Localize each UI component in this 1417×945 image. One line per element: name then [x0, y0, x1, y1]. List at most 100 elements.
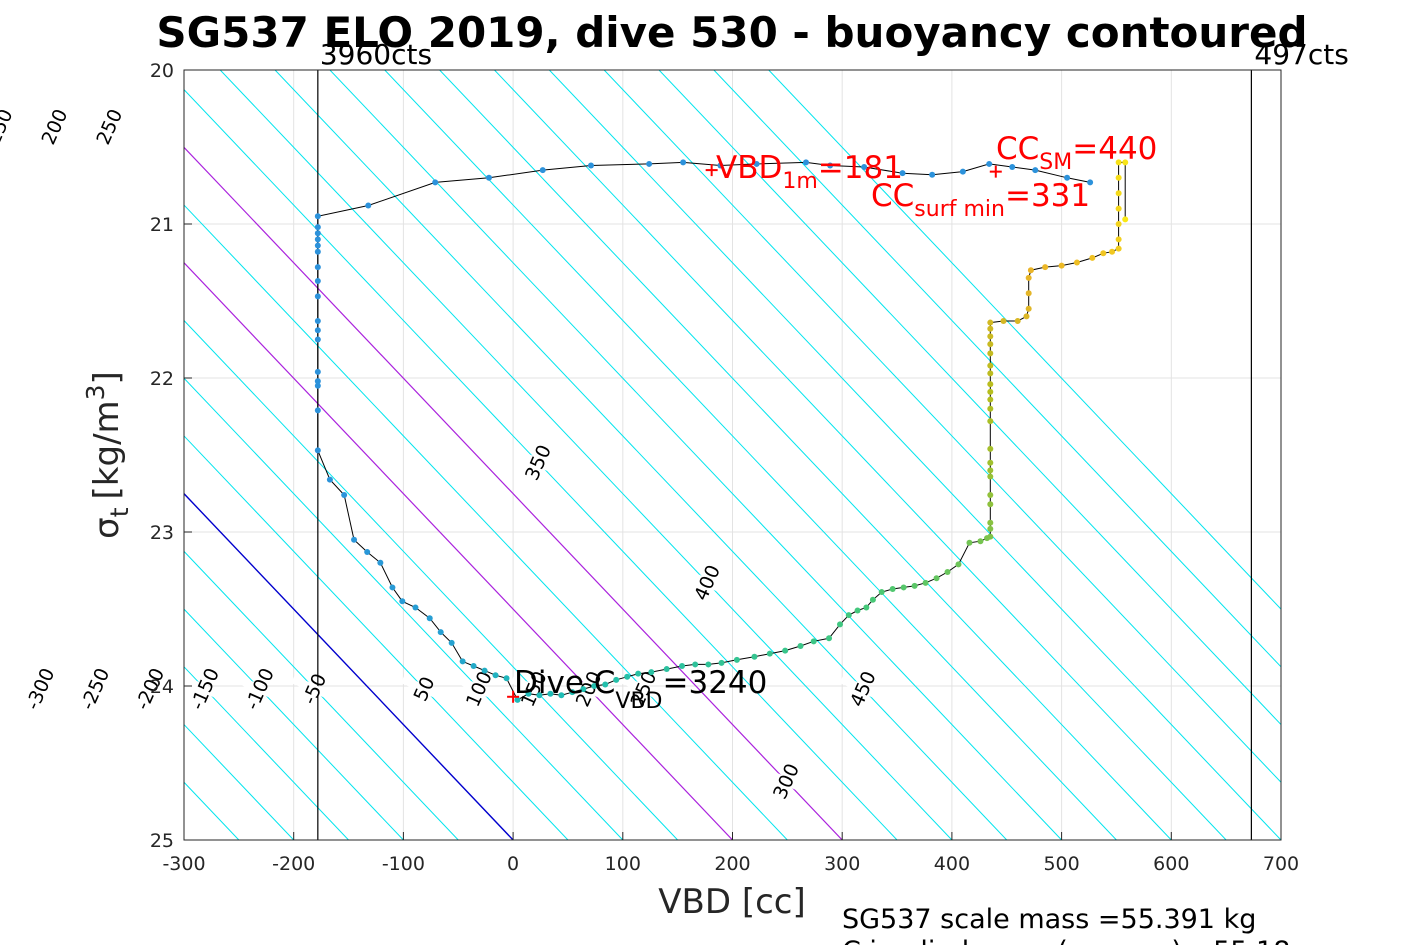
contour-label-bg — [31, 113, 79, 141]
cc-surf-min-label: CC — [871, 178, 914, 214]
contour-line — [713, 70, 1281, 668]
contour-line — [0, 70, 19, 840]
contour-line — [274, 70, 1008, 840]
profile-point — [314, 242, 321, 249]
contour-line — [184, 666, 349, 840]
profile-point — [314, 407, 321, 414]
dive-c-vbd-marker — [507, 690, 520, 703]
contour-line — [384, 70, 1117, 840]
contour-line — [184, 608, 404, 840]
profile-point — [587, 162, 594, 169]
profile-point — [987, 492, 994, 499]
cc-sm-value: =440 — [1072, 131, 1157, 167]
cc-sm-subscript: SM — [1039, 150, 1072, 175]
contour-label-bg — [683, 569, 732, 597]
profile-point — [782, 647, 789, 654]
profile-point — [580, 686, 587, 693]
profile-point — [613, 676, 620, 683]
contour-label: -350 — [0, 665, 5, 713]
contour-label: 150 — [0, 106, 18, 148]
profile-point — [1122, 216, 1129, 223]
profile-point — [459, 658, 466, 665]
profile-point — [663, 666, 670, 673]
profile-point — [314, 368, 321, 375]
y-label-subscript: t — [105, 507, 134, 517]
cc-surf-min-marker — [989, 165, 1002, 178]
profile-point — [1042, 264, 1049, 271]
contour-label: -250 — [77, 665, 115, 713]
profile-point — [314, 447, 321, 454]
profile-series — [314, 159, 1129, 703]
profile-point — [1115, 159, 1122, 166]
vbd-1m-marker — [705, 164, 718, 177]
profile-point — [1064, 174, 1071, 181]
profile-point — [987, 388, 994, 395]
contour-label-bg — [236, 675, 284, 703]
y-label-superscript: 3 — [81, 384, 110, 400]
x-tick-label: 500 — [1043, 853, 1079, 875]
contour-line — [603, 70, 1281, 784]
cc-surf-min-value: =331 — [1005, 178, 1090, 214]
contour-label: 250 — [92, 106, 127, 148]
profile-point — [341, 492, 348, 499]
profile-point — [987, 370, 994, 377]
profile-point — [987, 362, 994, 369]
profile-point — [837, 621, 844, 628]
profile-point — [314, 327, 321, 334]
profile-point — [1115, 190, 1122, 197]
profile-point — [314, 213, 321, 220]
contour-line — [184, 261, 733, 840]
profile-point — [314, 277, 321, 284]
profile-point — [448, 639, 455, 646]
x-axis-label: VBD [cc] — [658, 882, 806, 922]
y-tick-label: 25 — [150, 830, 174, 852]
profile-point — [314, 318, 321, 325]
contour-label-bg — [86, 113, 134, 141]
profile-point — [351, 536, 358, 543]
profile-point — [437, 629, 444, 636]
x-tick-label: 600 — [1153, 853, 1189, 875]
profile-point — [987, 381, 994, 388]
contour-label-bg — [291, 675, 339, 703]
annotation-dive-c-vbd: Dive CVBD=3240 — [514, 665, 767, 714]
profile-point — [1115, 245, 1122, 252]
profile-point — [314, 336, 321, 343]
contour-label-bg — [839, 675, 887, 703]
contour-label: 200 — [38, 106, 73, 148]
profile-point — [922, 579, 929, 586]
profile-point — [987, 501, 994, 508]
profile-point — [705, 661, 712, 668]
annotation-markers — [507, 164, 1002, 703]
contour-line — [329, 70, 1062, 840]
profile-point — [492, 672, 499, 679]
profile-point — [977, 538, 984, 545]
profile-point — [766, 650, 773, 657]
profile-point — [933, 575, 940, 582]
profile-point — [412, 604, 419, 611]
contour-line — [184, 550, 459, 840]
profile-point — [635, 670, 642, 677]
profile-point — [944, 569, 951, 576]
profile-point — [525, 690, 532, 697]
profile-point — [1115, 205, 1122, 212]
contour-line — [768, 70, 1281, 610]
contour-label-bg — [400, 675, 449, 703]
profile-point — [966, 539, 973, 546]
profile-point — [987, 459, 994, 466]
chart-title: SG537 ELO 2019, dive 530 - buoyancy cont… — [156, 8, 1307, 57]
vbd-1m-subscript: 1m — [782, 169, 817, 194]
profile-point — [314, 378, 321, 385]
contour-label-bg — [0, 113, 24, 141]
profile-point — [314, 382, 321, 389]
y-label-unit: [kg/m — [87, 400, 127, 499]
contour-label-bg — [514, 449, 563, 477]
profile-point — [558, 692, 565, 699]
profile-point — [1087, 179, 1094, 186]
cc-surf-min-subscript: surf min — [914, 197, 1005, 222]
contour-line — [184, 204, 788, 840]
x-tick-label: 100 — [605, 853, 641, 875]
profile-point — [1100, 250, 1107, 257]
dive-c-label: Dive C — [514, 665, 615, 701]
profile-point — [314, 248, 321, 255]
profile-point — [1073, 259, 1080, 266]
